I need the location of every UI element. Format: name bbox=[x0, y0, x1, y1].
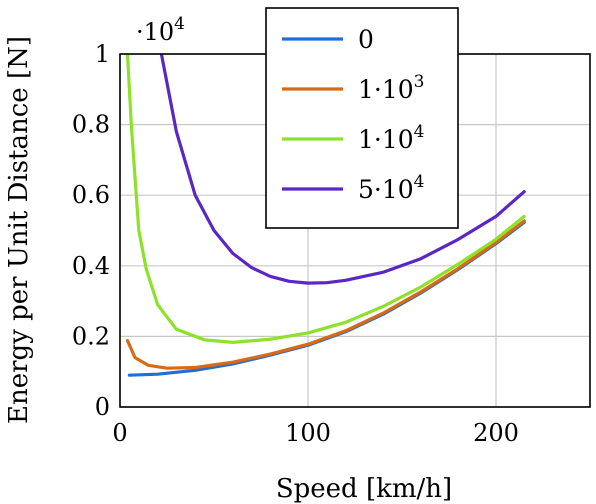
y-tick-label: 0.4 bbox=[72, 252, 110, 280]
x-axis-label: Speed [km/h] bbox=[276, 474, 452, 504]
series-line bbox=[125, 54, 526, 344]
legend-entry: 1·103 bbox=[358, 72, 425, 104]
series-line bbox=[127, 220, 526, 377]
x-tick-label: 200 bbox=[473, 419, 519, 447]
legend-entry: 0 bbox=[358, 25, 374, 54]
y-tick-label: 0 bbox=[95, 393, 110, 421]
series-line bbox=[159, 54, 526, 285]
y-tick-label: 0.2 bbox=[72, 322, 110, 350]
x-tick-label: 100 bbox=[285, 419, 331, 447]
y-tick-label: 1 bbox=[95, 40, 110, 68]
legend-entry: 5·104 bbox=[358, 172, 425, 204]
y-axis-label: Energy per Unit Distance [N] bbox=[4, 36, 34, 424]
series-line bbox=[125, 219, 526, 370]
y-tick-label: 0.6 bbox=[72, 181, 110, 209]
legend-entry: 1·104 bbox=[358, 122, 425, 154]
series-lines bbox=[125, 54, 526, 377]
y-tick-label: 0.8 bbox=[72, 111, 110, 139]
x-tick-label: 0 bbox=[112, 419, 127, 447]
tick-labels: 0 100 200 0 0.2 0.4 0.6 0.8 1 bbox=[72, 40, 519, 447]
legend-box bbox=[265, 7, 459, 229]
legend: 0 1·103 1·104 5·104 bbox=[265, 7, 459, 229]
y-scale-factor: ·104 bbox=[136, 14, 185, 46]
